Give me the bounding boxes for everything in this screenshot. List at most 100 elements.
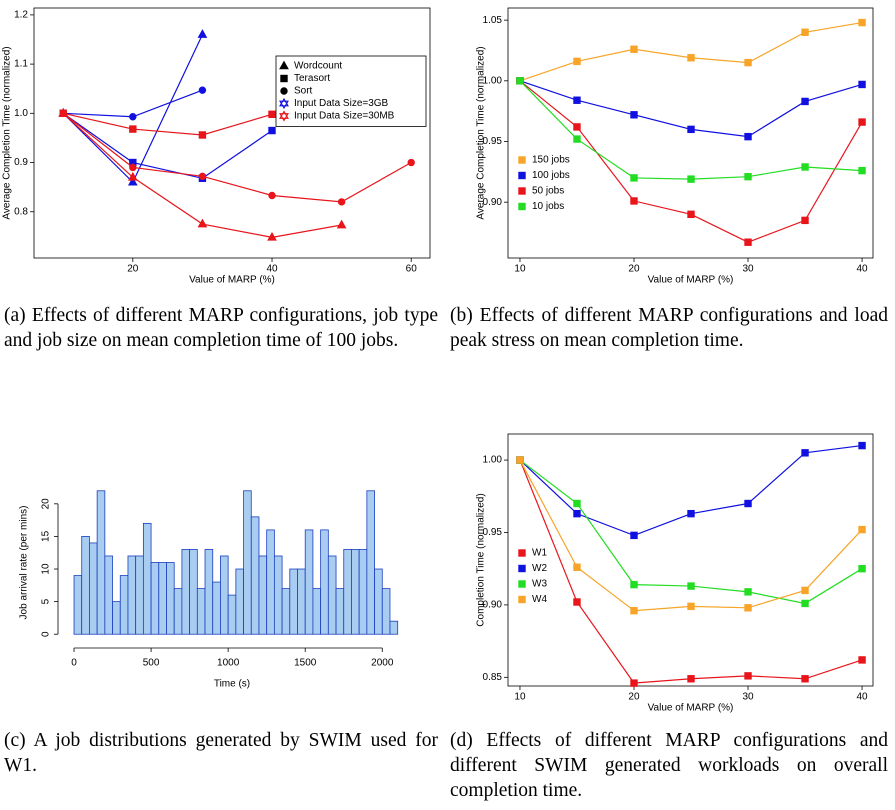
legend-label: W3 xyxy=(532,579,547,590)
marker xyxy=(336,219,347,229)
x-tick-label: 40 xyxy=(856,692,868,703)
marker xyxy=(858,166,866,175)
marker xyxy=(518,564,526,573)
y-axis-title: Average Completion Time (normalized) xyxy=(476,46,487,219)
marker xyxy=(858,656,866,664)
marker xyxy=(129,163,137,172)
marker xyxy=(280,87,288,95)
caption: (d) Effects of different MARP configurat… xyxy=(450,730,888,801)
bar xyxy=(204,549,214,635)
x-tick-label: 2000 xyxy=(371,658,394,669)
marker xyxy=(573,135,581,143)
marker xyxy=(630,606,638,615)
marker xyxy=(744,172,752,181)
chart-panel: 0 500 1000 1500 2000 0 5 10 15 20 Time (s) Job arri… xyxy=(19,490,399,690)
x-axis-title: Time (s) xyxy=(214,679,250,690)
legend-label: Sort xyxy=(294,86,313,97)
marker xyxy=(573,499,581,508)
marker xyxy=(858,118,866,126)
marker xyxy=(801,28,809,36)
chart-panel: 20 40 60 0.8 0.9 1.0 1.1 1.2 Value of MARP (%) Av… xyxy=(2,7,431,286)
y-tick-label: 1.00 xyxy=(483,455,503,466)
marker xyxy=(197,29,208,38)
bar xyxy=(389,620,399,635)
marker xyxy=(858,525,866,534)
series-line xyxy=(63,112,273,136)
bar xyxy=(320,529,329,635)
marker xyxy=(630,197,638,205)
marker xyxy=(129,113,137,121)
bar xyxy=(312,588,322,635)
bar xyxy=(273,555,283,635)
y-tick-label: 0.85 xyxy=(483,672,503,683)
marker xyxy=(573,57,581,66)
legend-label: 50 jobs xyxy=(532,186,564,197)
marker xyxy=(573,123,581,131)
marker xyxy=(518,202,526,211)
legend-label: Terasort xyxy=(294,73,330,84)
x-tick-label: 10 xyxy=(514,264,526,275)
bar xyxy=(81,536,90,635)
series-line xyxy=(519,459,863,684)
marker xyxy=(687,582,695,590)
marker xyxy=(630,679,638,687)
x-tick-label: 40 xyxy=(266,264,278,275)
marker xyxy=(518,156,526,164)
marker xyxy=(268,126,276,135)
marker xyxy=(801,449,809,457)
marker xyxy=(744,58,752,67)
series-line xyxy=(519,21,863,82)
bar xyxy=(181,549,191,635)
plot-frame xyxy=(507,433,874,687)
y-tick-label: 0.90 xyxy=(483,197,503,208)
y-axis-title: Job arrival rate (per mins) xyxy=(19,506,30,620)
y-tick-label: 1.0 xyxy=(14,108,28,119)
series-line xyxy=(519,459,863,605)
y-tick-label: 5 xyxy=(41,598,52,604)
marker xyxy=(518,171,526,180)
marker xyxy=(801,216,809,225)
marker xyxy=(407,158,415,167)
x-axis-title: Value of MARP (%) xyxy=(648,703,734,714)
legend-label: Input Data Size=3GB xyxy=(294,98,389,109)
x-tick-label: 40 xyxy=(856,264,868,275)
y-axis-title: Average Completion Time (normalized) xyxy=(2,46,13,219)
bar xyxy=(374,568,383,635)
marker xyxy=(518,595,526,604)
marker xyxy=(801,163,809,171)
bar xyxy=(119,575,129,635)
x-tick-label: 20 xyxy=(628,692,640,703)
marker xyxy=(858,80,866,89)
bar xyxy=(335,588,345,635)
bar xyxy=(304,529,314,635)
caption: (c) A job distributions generated by SWI… xyxy=(4,730,438,776)
x-tick-label: 500 xyxy=(143,658,160,669)
plot-frame xyxy=(33,7,431,259)
bar xyxy=(73,575,83,635)
marker xyxy=(268,110,276,118)
marker xyxy=(630,111,638,119)
marker xyxy=(518,187,526,195)
bar xyxy=(358,549,368,635)
marker xyxy=(687,509,695,518)
marker xyxy=(198,86,207,94)
marker xyxy=(573,563,581,571)
y-tick-label: 0.8 xyxy=(14,206,28,217)
bar xyxy=(212,581,221,635)
marker xyxy=(687,54,695,62)
bar xyxy=(158,562,167,635)
plot-frame xyxy=(507,7,874,259)
marker xyxy=(59,109,67,118)
bar xyxy=(297,568,306,635)
bar xyxy=(104,555,113,635)
y-axis-title: Completion Time (normalized) xyxy=(476,493,487,626)
marker xyxy=(744,499,752,508)
marker xyxy=(687,602,695,611)
bar xyxy=(327,555,337,635)
y-tick-label: 15 xyxy=(41,530,52,542)
x-tick-label: 20 xyxy=(127,264,139,275)
y-tick-label: 10 xyxy=(41,563,52,575)
bar xyxy=(142,522,152,635)
series-line xyxy=(62,112,273,179)
